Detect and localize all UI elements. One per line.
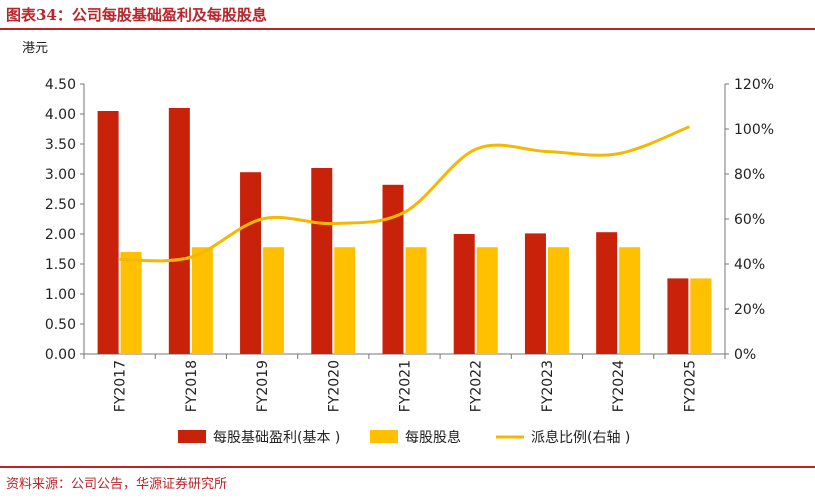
dps-bar [191, 247, 213, 354]
x-tick-label: FY2022 [469, 360, 485, 412]
left-tick-label: 4.50 [45, 77, 76, 93]
x-tick-label: FY2021 [398, 360, 414, 412]
eps-bar [168, 108, 190, 354]
eps-bar [311, 168, 333, 354]
dps-bar [120, 252, 142, 354]
left-tick-label: 4.00 [45, 107, 76, 123]
figure-title: 图表34：公司每股基础盈利及每股股息 [6, 6, 267, 24]
legend-label-eps: 每股基础盈利(基本 ) [213, 429, 340, 446]
unit-label: 港元 [22, 41, 48, 56]
right-tick-label: 60% [734, 212, 765, 228]
left-tick-label: 1.00 [45, 287, 76, 303]
left-tick-label: 2.00 [45, 227, 76, 243]
eps-bar [667, 278, 689, 354]
eps-bar [240, 172, 262, 354]
x-tick-label: FY2018 [184, 360, 200, 412]
legend-swatch-dps [370, 430, 398, 443]
left-tick-label: 0.00 [45, 347, 76, 363]
dps-bar [476, 247, 498, 354]
eps-bar [524, 233, 546, 354]
dps-bar [547, 247, 569, 354]
right-tick-label: 0% [734, 347, 756, 363]
right-tick-label: 40% [734, 257, 765, 273]
x-tick-label: FY2024 [611, 360, 627, 412]
right-tick-label: 120% [734, 77, 774, 93]
left-tick-label: 3.50 [45, 137, 76, 153]
left-tick-label: 0.50 [45, 317, 76, 333]
dps-bar [263, 247, 285, 354]
title-divider [0, 28, 815, 30]
dps-bar [405, 247, 427, 354]
chart: 港元 0.00 0.50 1.00 1.50 2.00 2.50 3.00 3.50 4.00 4… [22, 41, 774, 446]
legend-label-payout: 派息比例(右轴 ) [531, 429, 630, 446]
x-tick-label: FY2017 [113, 360, 129, 412]
right-tick-label: 20% [734, 302, 765, 318]
eps-bar [382, 184, 404, 354]
left-tick-label: 2.50 [45, 197, 76, 213]
left-tick-label: 1.50 [45, 257, 76, 273]
right-tick-label: 80% [734, 167, 765, 183]
payout-ratio-line [119, 125, 690, 263]
eps-bar [453, 234, 475, 354]
right-tick-label: 100% [734, 122, 774, 138]
dps-bar [334, 247, 356, 354]
legend-swatch-eps [178, 430, 206, 443]
x-tick-label: FY2020 [326, 360, 342, 412]
left-tick-label: 3.00 [45, 167, 76, 183]
dps-bar [619, 247, 641, 354]
x-tick-label: FY2019 [255, 360, 271, 412]
source-note: 资料来源：公司公告，华源证券研究所 [6, 477, 228, 492]
eps-bar [97, 111, 119, 354]
legend-label-dps: 每股股息 [405, 429, 461, 446]
plot-area: 0.00 0.50 1.00 1.50 2.00 2.50 3.00 3.50 4.00 4.50… [45, 77, 774, 446]
eps-bar [596, 232, 618, 354]
x-tick-label: FY2025 [682, 360, 698, 412]
x-tick-label: FY2023 [540, 360, 556, 412]
dps-bar [690, 278, 712, 354]
footer-divider [0, 466, 815, 468]
